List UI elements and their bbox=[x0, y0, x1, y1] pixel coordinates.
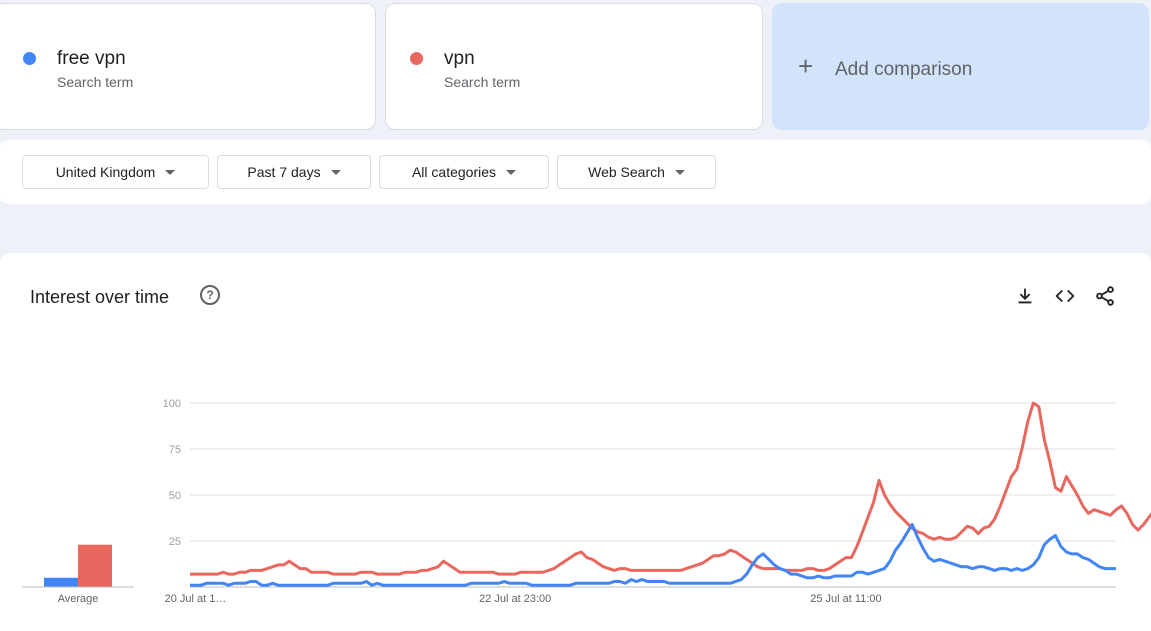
chart-title: Interest over time bbox=[30, 287, 170, 307]
search-term-type: Search term bbox=[57, 74, 134, 90]
series-color-dot bbox=[410, 52, 423, 65]
region-dropdown[interactable]: United Kingdom bbox=[22, 155, 209, 189]
category-dropdown[interactable]: All categories bbox=[379, 155, 549, 189]
y-tick-label: 75 bbox=[169, 444, 181, 456]
dropdown-caret-icon bbox=[674, 169, 685, 175]
average-bar bbox=[78, 544, 112, 587]
search-term-card-free-vpn[interactable]: free vpn Search term bbox=[0, 3, 376, 130]
series-line-free-vpn bbox=[190, 522, 1116, 587]
time-range-dropdown[interactable]: Past 7 days bbox=[217, 155, 371, 189]
series-line-vpn bbox=[190, 401, 1151, 576]
search-term-type: Search term bbox=[444, 74, 521, 90]
search-type-value: Web Search bbox=[588, 164, 665, 180]
category-value: All categories bbox=[411, 164, 497, 180]
region-value: United Kingdom bbox=[55, 164, 156, 180]
x-tick-label: 25 Jul at 11:00 bbox=[810, 593, 881, 605]
search-term-card-vpn[interactable]: vpn Search term bbox=[385, 3, 763, 130]
y-tick-label: 25 bbox=[169, 536, 181, 548]
series-color-dot bbox=[23, 52, 36, 65]
time-range-value: Past 7 days bbox=[247, 164, 321, 180]
x-tick-label: 20 Jul at 1… bbox=[165, 593, 227, 605]
dropdown-caret-icon bbox=[165, 169, 176, 175]
average-bar bbox=[44, 577, 78, 587]
y-tick-label: 100 bbox=[163, 398, 181, 410]
interest-over-time-card: Interest over time ? 25 50 75 100 Average 2… bbox=[0, 253, 1151, 631]
help-icon[interactable]: ? bbox=[200, 285, 220, 305]
search-term-name[interactable]: vpn bbox=[444, 48, 475, 69]
dropdown-caret-icon bbox=[330, 169, 341, 175]
x-tick-label: 22 Jul at 23:00 bbox=[479, 593, 551, 605]
embed-code-icon[interactable] bbox=[1054, 285, 1076, 307]
add-comparison-label: Add comparison bbox=[835, 59, 973, 80]
add-comparison-button[interactable]: + Add comparison bbox=[772, 3, 1149, 130]
plus-icon: + bbox=[798, 51, 814, 81]
search-term-name[interactable]: free vpn bbox=[57, 48, 126, 69]
average-label: Average bbox=[58, 593, 99, 605]
search-type-dropdown[interactable]: Web Search bbox=[557, 155, 716, 189]
interest-over-time-chart: 25 50 75 100 Average 20 Jul at 1… 22 Jul at … bbox=[22, 398, 1151, 605]
dropdown-caret-icon bbox=[506, 169, 517, 175]
filter-bar: United Kingdom Past 7 days All categorie… bbox=[0, 140, 1151, 204]
share-icon[interactable] bbox=[1094, 285, 1116, 307]
y-tick-label: 50 bbox=[169, 490, 181, 502]
download-icon[interactable] bbox=[1014, 285, 1036, 307]
